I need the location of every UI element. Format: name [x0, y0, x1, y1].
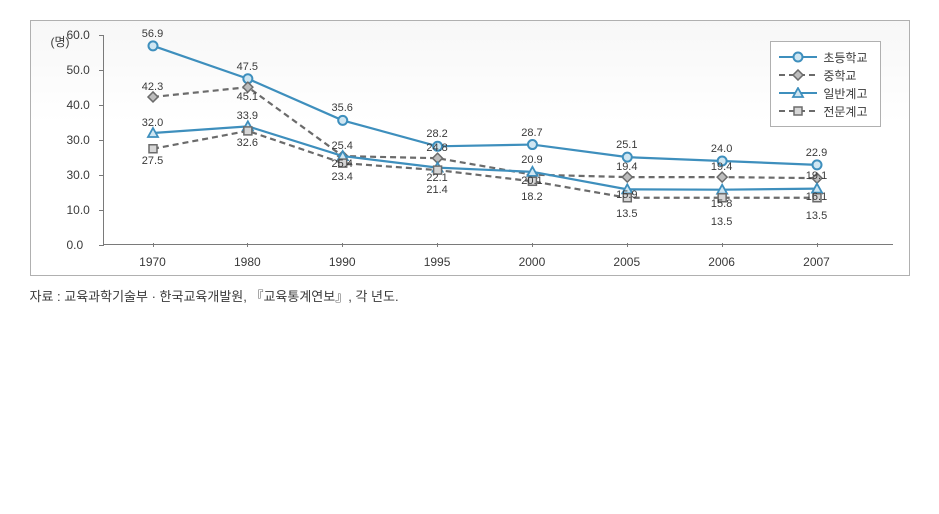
x-tick — [722, 243, 723, 247]
legend-label: 전문계고 — [823, 103, 867, 120]
data-label: 13.5 — [806, 210, 827, 222]
data-label: 28.7 — [521, 127, 542, 139]
series-marker-elem — [527, 140, 536, 149]
x-tick — [532, 243, 533, 247]
y-tick-label: 10.0 — [67, 203, 90, 217]
data-label: 56.9 — [142, 28, 163, 40]
y-tick — [99, 210, 104, 211]
data-label: 15.9 — [616, 189, 637, 201]
y-tick — [99, 70, 104, 71]
legend-item-voc: 전문계고 — [779, 102, 867, 120]
data-label: 24.0 — [711, 143, 732, 155]
series-marker-gen — [148, 128, 158, 137]
data-label: 16.1 — [806, 191, 827, 203]
data-label: 20.9 — [521, 154, 542, 166]
series-marker-mid — [717, 172, 727, 182]
x-tick-label: 1995 — [424, 255, 451, 269]
data-label: 47.5 — [237, 61, 258, 73]
series-marker-mid — [148, 92, 158, 102]
series-line-gen — [153, 126, 817, 189]
data-label: 35.6 — [331, 102, 352, 114]
legend: 초등학교중학교일반계고전문계고 — [770, 41, 880, 127]
data-label: 15.8 — [711, 198, 732, 210]
legend-swatch — [779, 87, 817, 99]
x-tick — [342, 243, 343, 247]
x-tick-label: 1990 — [329, 255, 356, 269]
x-tick — [153, 243, 154, 247]
legend-item-gen: 일반계고 — [779, 84, 867, 102]
data-label: 25.4 — [331, 140, 352, 152]
x-tick — [247, 243, 248, 247]
data-label: 27.5 — [142, 155, 163, 167]
data-label: 20.1 — [521, 175, 542, 187]
y-tick-label: 30.0 — [67, 168, 90, 182]
series-marker-voc — [243, 127, 251, 135]
chart-svg — [47, 35, 867, 275]
data-label: 28.2 — [426, 128, 447, 140]
y-tick-label: 30.0 — [67, 133, 90, 147]
data-label: 21.4 — [426, 184, 447, 196]
x-tick-label: 2006 — [708, 255, 735, 269]
data-label: 24.8 — [426, 142, 447, 154]
legend-swatch — [779, 105, 817, 117]
series-marker-voc — [149, 145, 157, 153]
data-label: 22.9 — [806, 147, 827, 159]
data-label: 13.5 — [711, 216, 732, 228]
y-tick — [99, 35, 104, 36]
data-label: 19.4 — [711, 161, 732, 173]
y-tick — [99, 105, 104, 106]
series-marker-elem — [338, 116, 347, 125]
data-label: 25.1 — [616, 139, 637, 151]
x-tick-label: 2000 — [519, 255, 546, 269]
series-marker-elem — [148, 41, 157, 50]
y-tick — [99, 140, 104, 141]
data-label: 32.0 — [142, 117, 163, 129]
x-tick-label: 1970 — [139, 255, 166, 269]
data-label: 32.6 — [237, 137, 258, 149]
data-label: 23.4 — [331, 171, 352, 183]
y-tick-label: 60.0 — [67, 28, 90, 42]
data-label: 13.5 — [616, 208, 637, 220]
legend-label: 중학교 — [823, 67, 856, 84]
x-tick — [627, 243, 628, 247]
legend-swatch — [779, 51, 817, 63]
y-tick — [99, 175, 104, 176]
data-label: 45.1 — [237, 91, 258, 103]
x-tick — [817, 243, 818, 247]
data-label: 19.4 — [616, 161, 637, 173]
chart-container: (명) 초등학교중학교일반계고전문계고 0.010.030.030.040.05… — [30, 20, 910, 305]
y-tick-label: 0.0 — [67, 238, 84, 252]
legend-label: 초등학교 — [823, 49, 867, 66]
x-tick-label: 1980 — [234, 255, 261, 269]
chart-source: 자료 : 교육과학기술부 · 한국교육개발원, 『교육통계연보』, 각 년도. — [30, 286, 910, 305]
x-tick-label: 2007 — [803, 255, 830, 269]
legend-item-mid: 중학교 — [779, 66, 867, 84]
data-label: 33.9 — [237, 110, 258, 122]
series-marker-mid — [622, 172, 632, 182]
series-marker-elem — [812, 160, 821, 169]
series-marker-gen — [717, 185, 727, 194]
chart-frame: (명) 초등학교중학교일반계고전문계고 0.010.030.030.040.05… — [30, 20, 910, 276]
y-tick — [99, 245, 104, 246]
data-label: 19.1 — [806, 170, 827, 182]
y-tick-label: 50.0 — [67, 63, 90, 77]
legend-swatch — [779, 69, 817, 81]
x-tick — [437, 243, 438, 247]
data-label: 22.1 — [426, 172, 447, 184]
data-label: 42.3 — [142, 81, 163, 93]
y-tick-label: 40.0 — [67, 98, 90, 112]
data-label: 25.4 — [331, 158, 352, 170]
legend-item-elem: 초등학교 — [779, 48, 867, 66]
chart-plot: (명) 초등학교중학교일반계고전문계고 0.010.030.030.040.05… — [47, 35, 893, 275]
legend-label: 일반계고 — [823, 85, 867, 102]
x-tick-label: 2005 — [613, 255, 640, 269]
data-label: 18.2 — [521, 191, 542, 203]
